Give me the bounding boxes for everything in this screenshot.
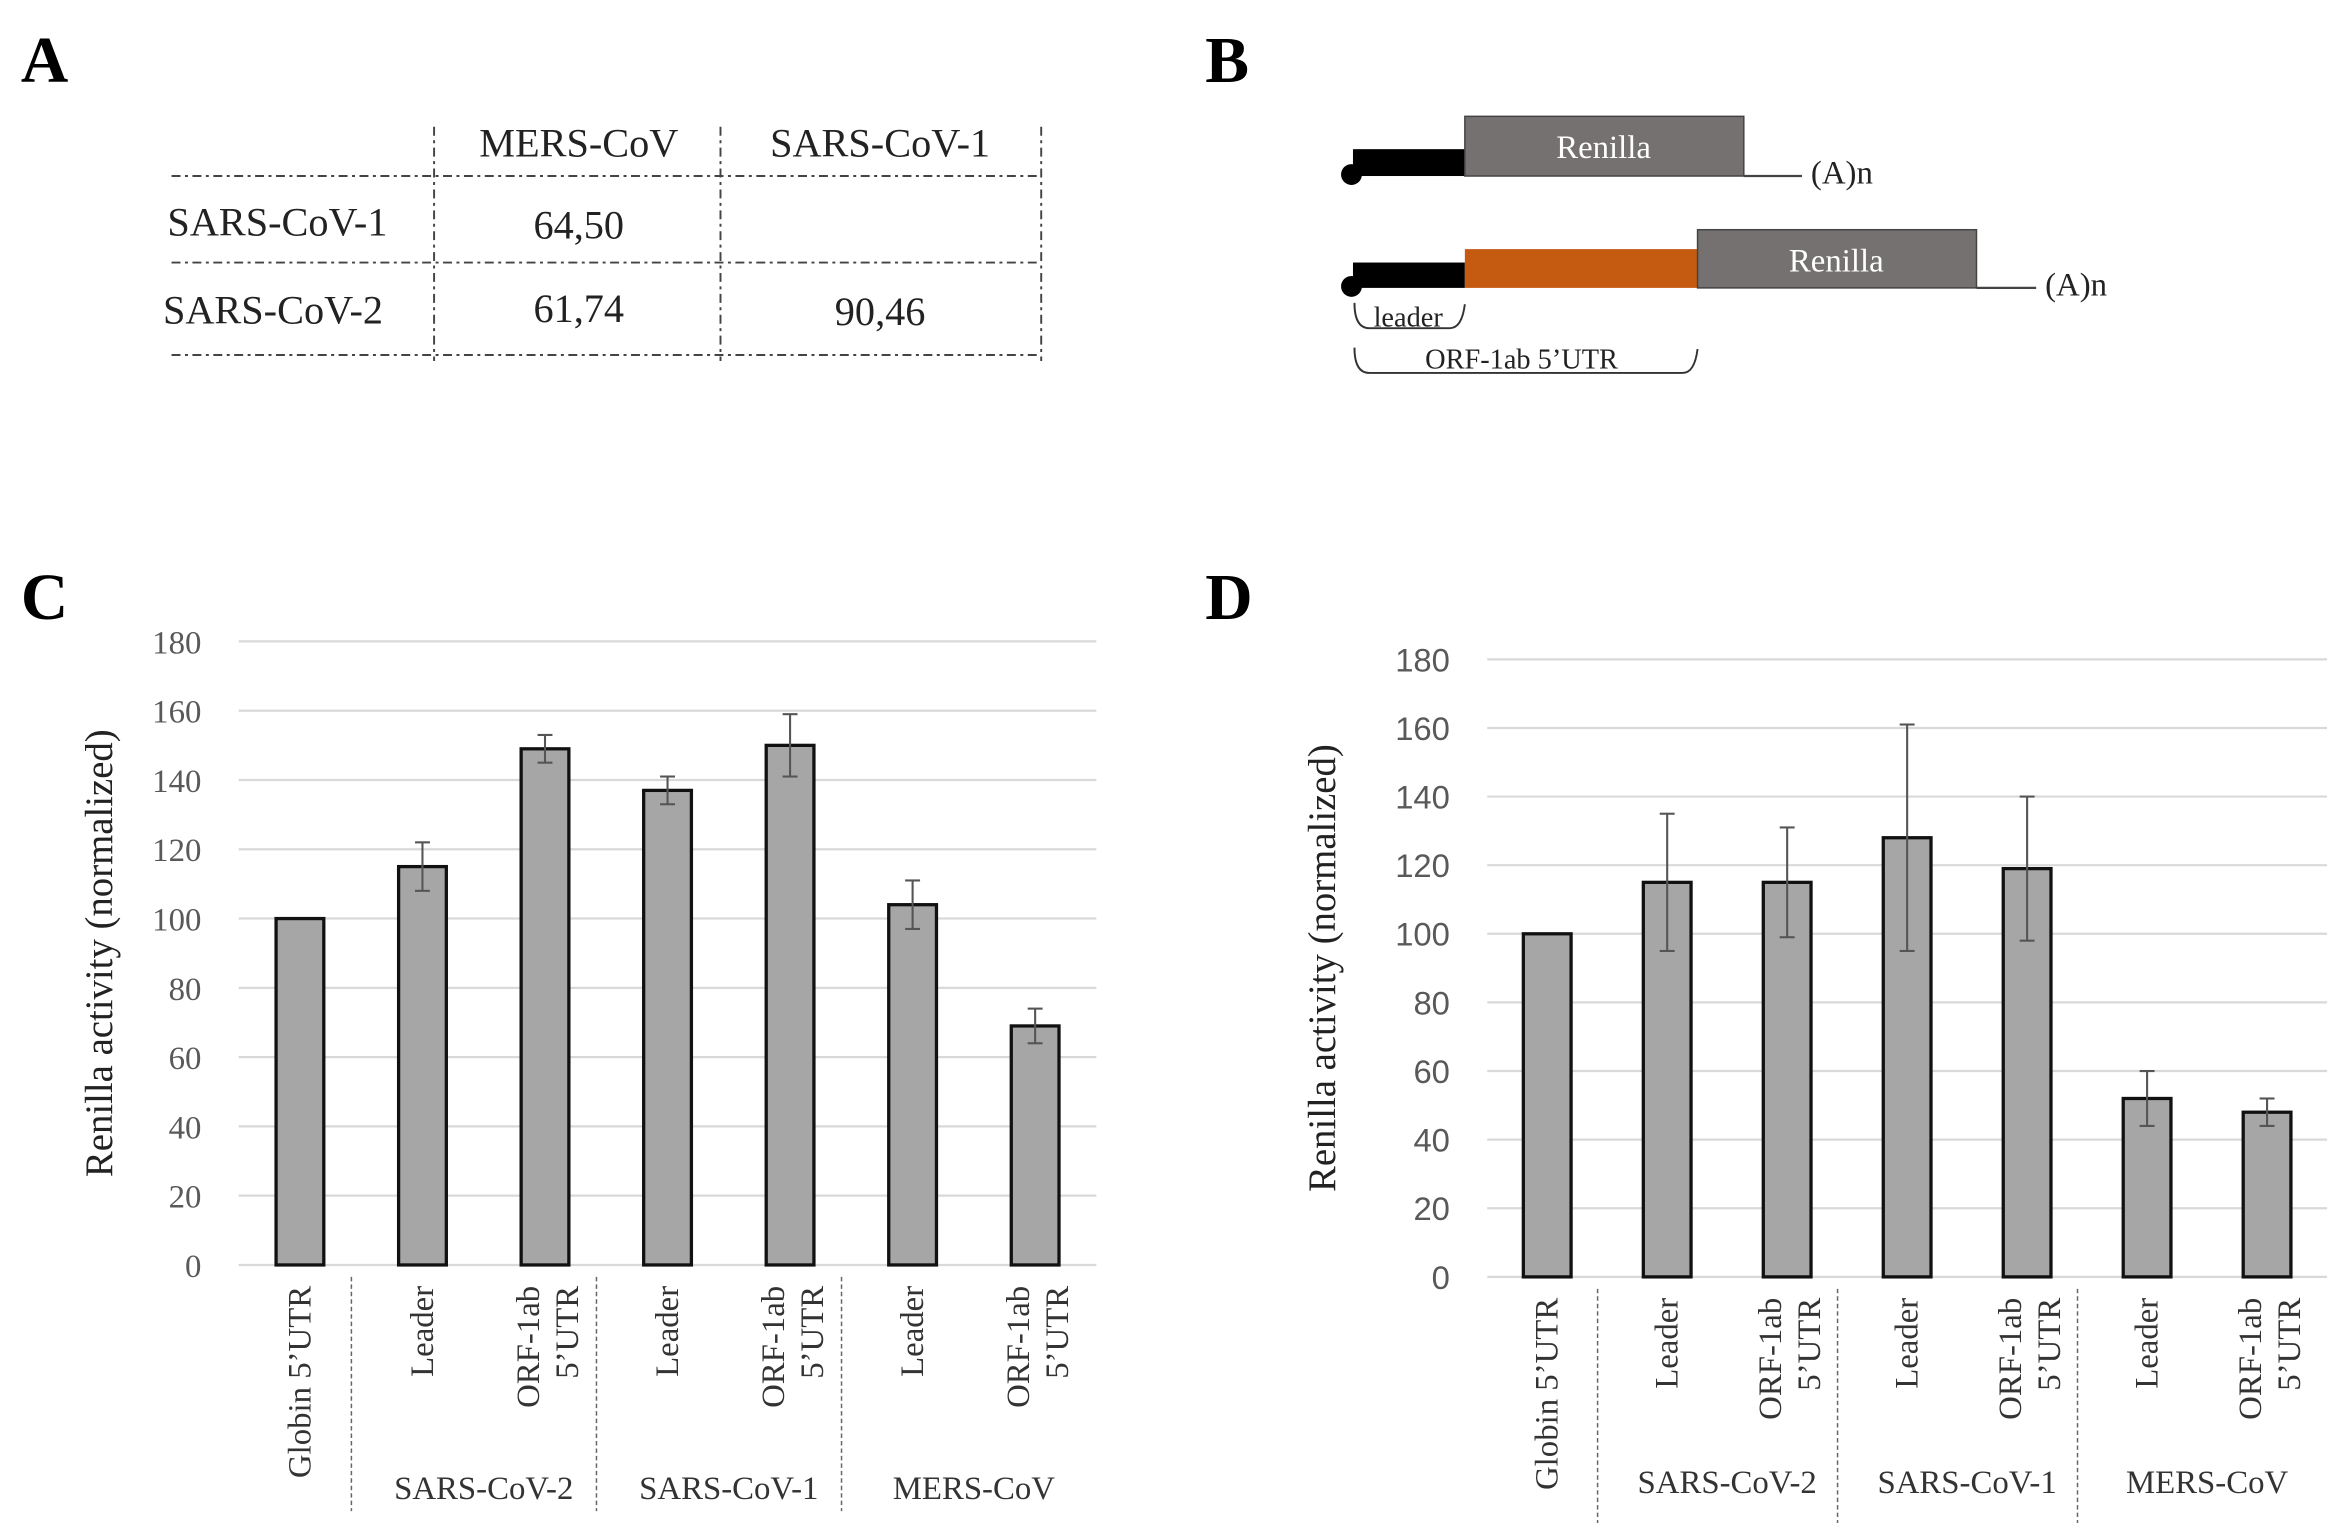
y-axis-title: Renilla activity (normalized) (78, 729, 121, 1177)
bar-chart-d: 0 20 40 60 80 100 120 140 160 180 Renilla activity… (1301, 641, 2328, 1524)
group-label: SARS-CoV-1 (639, 1471, 818, 1507)
construct-orf: Renilla (A)n leader ORF-1ab 5’UTR (1341, 228, 2107, 375)
y-tick-label: 100 (152, 902, 201, 938)
bar (764, 743, 816, 1267)
orf-label: ORF-1ab 5’UTR (1425, 344, 1618, 375)
y-tick-label: 120 (152, 833, 201, 869)
x-tick-label: Globin 5’UTR (1530, 1298, 1566, 1490)
bar (1009, 1024, 1061, 1267)
bar (274, 916, 326, 1267)
polya-label: (A)n (2045, 267, 2107, 303)
x-tick-label: Globin 5’UTR (282, 1286, 318, 1478)
x-tick-label: ORF-1ab 5’UTR (1001, 1286, 1076, 1408)
leader-label: leader (1374, 303, 1444, 334)
y-tick-label: 160 (152, 695, 201, 731)
panel-label-d: D (1205, 562, 1252, 634)
bar-chart-c: 0 20 40 60 80 100 120 140 160 180 Renilla activity… (78, 625, 1097, 1512)
x-tick-label: ORF-1ab 5’UTR (1753, 1298, 1828, 1420)
bar (887, 903, 939, 1267)
x-tick-label: Leader (2130, 1298, 2166, 1389)
column-header: MERS-CoV (479, 121, 678, 166)
group-label: MERS-CoV (893, 1471, 1056, 1507)
y-tick-label: 60 (1413, 1053, 1449, 1090)
table-cell: 90,46 (835, 289, 926, 334)
bar (2241, 1110, 2293, 1279)
x-tick-label: Leader (1650, 1298, 1686, 1389)
y-tick-label: 120 (1395, 847, 1450, 884)
y-tick-label: 180 (152, 625, 201, 661)
table-cell: 61,74 (533, 286, 624, 331)
panel-label-c: C (21, 562, 68, 634)
bar (1521, 932, 1573, 1279)
y-tick-label: 140 (152, 764, 201, 800)
x-tick-label: Leader (650, 1286, 686, 1377)
y-tick-label: 80 (169, 972, 202, 1008)
y-tick-label: 0 (1432, 1259, 1450, 1296)
y-tick-label: 40 (169, 1110, 202, 1146)
panel-label-b: B (1205, 25, 1249, 97)
row-header: SARS-CoV-2 (163, 288, 383, 333)
group-label: SARS-CoV-2 (394, 1471, 573, 1507)
group-label: MERS-CoV (2126, 1465, 2289, 1501)
y-tick-label: 100 (1395, 916, 1450, 953)
renilla-label: Renilla (1789, 243, 1884, 279)
x-tick-label: ORF-1ab 5’UTR (2233, 1298, 2308, 1420)
construct-leader: Renilla (A)n (1341, 115, 1873, 191)
x-tick-label: ORF-1ab 5’UTR (511, 1286, 586, 1408)
y-tick-label: 0 (185, 1249, 201, 1285)
panel-label-a: A (21, 25, 68, 97)
row-header: SARS-CoV-1 (167, 200, 387, 245)
bar (1761, 880, 1813, 1279)
bar (519, 747, 571, 1267)
x-tick-label: Leader (405, 1286, 441, 1377)
identity-table (171, 126, 1043, 361)
x-tick-label: Leader (895, 1286, 931, 1377)
y-axis-title: Renilla activity (normalized) (1301, 744, 1344, 1192)
y-tick-label: 40 (1413, 1122, 1449, 1159)
y-tick-label: 60 (169, 1041, 202, 1077)
bar (642, 788, 694, 1267)
x-tick-label: ORF-1ab 5’UTR (1993, 1298, 2068, 1420)
polya-label: (A)n (1811, 155, 1873, 191)
y-tick-label: 160 (1395, 710, 1450, 747)
group-label: SARS-CoV-2 (1638, 1465, 1817, 1501)
y-tick-label: 80 (1413, 984, 1449, 1021)
group-label: SARS-CoV-1 (1878, 1465, 2057, 1501)
x-tick-label: ORF-1ab 5’UTR (756, 1286, 831, 1408)
table-cell: 64,50 (533, 203, 624, 248)
renilla-label: Renilla (1556, 130, 1651, 166)
column-header: SARS-CoV-1 (770, 121, 990, 166)
bar (396, 864, 448, 1267)
x-tick-label: Leader (1890, 1298, 1926, 1389)
y-tick-label: 140 (1395, 779, 1450, 816)
y-tick-label: 20 (1413, 1190, 1449, 1227)
y-tick-label: 180 (1395, 641, 1450, 678)
y-tick-label: 20 (169, 1180, 202, 1216)
bar (2121, 1096, 2173, 1279)
